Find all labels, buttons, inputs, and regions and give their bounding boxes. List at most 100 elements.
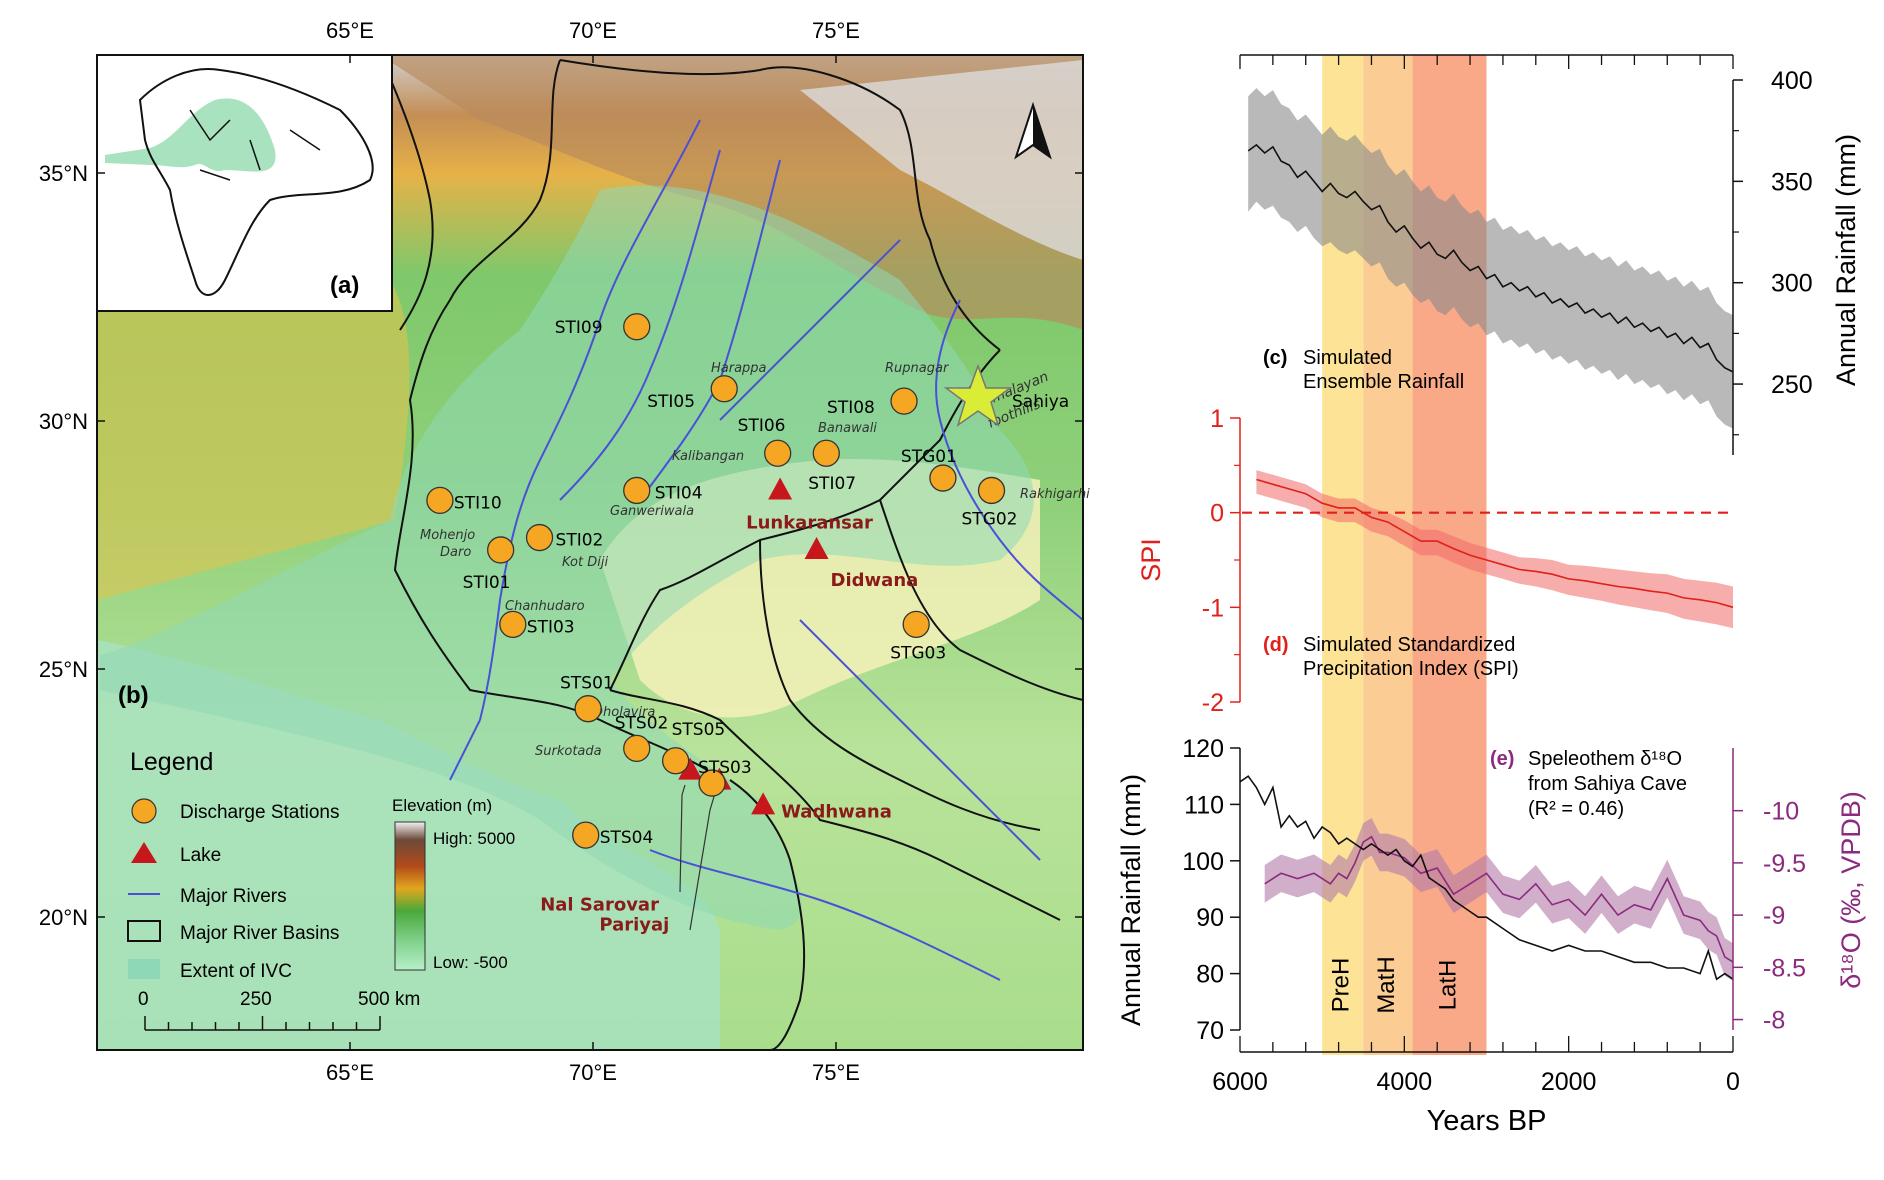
site-mohenjo: Mohenjo bbox=[420, 528, 475, 543]
elevation-title: Elevation (m) bbox=[392, 796, 492, 815]
chart-e-right-ytick-label: -8.5 bbox=[1763, 954, 1806, 982]
station-marker bbox=[623, 734, 651, 763]
station-label: STI01 bbox=[463, 573, 511, 593]
major-rivers bbox=[449, 119, 1083, 981]
chart-e-right-ytick-label: -10 bbox=[1763, 798, 1799, 826]
chart-c-title-line2: Ensemble Rainfall bbox=[1303, 371, 1464, 393]
spi-uncertainty-band bbox=[1256, 470, 1733, 629]
chart-d-title-line1: Simulated Standardized bbox=[1303, 634, 1515, 656]
lon-label-top-0: 65°E bbox=[326, 18, 374, 43]
western-highlands bbox=[97, 267, 410, 600]
chart-e-left-ytick-label: 90 bbox=[1196, 904, 1224, 932]
site-rakhigarhi: Rakhigarhi bbox=[1020, 487, 1090, 502]
station-marker bbox=[572, 821, 600, 849]
site-harappa: Harappa bbox=[711, 361, 767, 376]
star-icon bbox=[943, 363, 1013, 427]
rainfall-line bbox=[1239, 775, 1734, 981]
rainfall-uncertainty-band bbox=[1248, 88, 1733, 429]
lake-marker bbox=[804, 536, 829, 559]
lake-didwana: Didwana bbox=[804, 536, 918, 591]
elevation-colorbar bbox=[394, 821, 426, 971]
site-surkotada: Surkotada bbox=[535, 744, 602, 759]
inset-panel-label: (a) bbox=[330, 272, 359, 299]
lon-label-bottom-2: 75°E bbox=[812, 1060, 860, 1085]
elevation-high-label: High: 5000 bbox=[433, 829, 515, 848]
site-ganweriwala: Ganweriwala bbox=[610, 504, 694, 519]
station-label: STI05 bbox=[647, 392, 695, 412]
map-legend: Legend Discharge Stations Lake Major Riv… bbox=[127, 748, 515, 1031]
chart-d-ylabel: SPI bbox=[1136, 538, 1166, 582]
station-sts04: STS04 bbox=[572, 821, 653, 849]
station-marker bbox=[426, 486, 454, 515]
lake-marker bbox=[768, 477, 793, 500]
time-tick-label: 6000 bbox=[1212, 1068, 1268, 1096]
scale-label-500: 500 km bbox=[358, 989, 420, 1010]
station-stg03: STG03 bbox=[890, 610, 946, 663]
station-sti03: STI03 bbox=[499, 610, 575, 639]
site-banawali: Banawali bbox=[818, 421, 877, 436]
chart-e-title-line2: from Sahiya Cave bbox=[1528, 773, 1687, 795]
map-panel-label: (b) bbox=[118, 682, 149, 709]
site-chanhudaro: Chanhudaro bbox=[505, 599, 585, 614]
chart-c-ytick-label: 300 bbox=[1771, 270, 1813, 298]
station-stg01: STG01 bbox=[901, 447, 957, 492]
legend-item-basins: Major River Basins bbox=[180, 923, 339, 944]
lat-label-3: 20°N bbox=[39, 905, 88, 930]
chart-c-panel-label: (c) bbox=[1263, 347, 1287, 369]
chart-d-title: (d) Simulated Standardized Precipitation… bbox=[1263, 634, 1519, 680]
station-sti06: STI06 bbox=[738, 416, 792, 467]
site-daro: Daro bbox=[440, 545, 471, 560]
chart-e-panel-label: (e) bbox=[1490, 748, 1514, 770]
lakes-layer: Lunkaransar Didwana Wadhwana Nal SarovarPar… bbox=[540, 477, 918, 936]
site-kalibangan: Kalibangan bbox=[672, 449, 744, 464]
chart-c-title: (c) Simulated Ensemble Rainfall bbox=[1263, 347, 1464, 393]
lon-label-bottom-0: 65°E bbox=[326, 1060, 374, 1085]
longitude-ticks: 65°E 65°E 70°E 70°E 75°E 75°E bbox=[326, 18, 860, 1085]
chart-c-rainfall: 250 300 350 400 Annual Rainfall (mm) bbox=[1247, 67, 1861, 455]
legend-item-ivc: Extent of IVC bbox=[180, 961, 292, 982]
chart-d-spi: -2 -1 0 1 SPI bbox=[1136, 405, 1734, 717]
station-sts05: STS05 bbox=[661, 720, 725, 775]
time-axis-label: Years BP bbox=[1427, 1105, 1547, 1137]
station-label: STI02 bbox=[556, 531, 604, 551]
lake-marker bbox=[751, 792, 776, 815]
station-sti08: STI08 bbox=[827, 387, 918, 418]
station-label: STG02 bbox=[962, 509, 1018, 529]
station-marker bbox=[764, 439, 792, 467]
chart-e-left-ytick-label: 80 bbox=[1196, 961, 1224, 989]
chart-d-title-line2: Precipitation Index (SPI) bbox=[1303, 658, 1519, 680]
station-marker bbox=[623, 476, 651, 505]
archaeological-sites: Harappa Rupnagar Banawali Kalibangan Gan… bbox=[420, 361, 1090, 759]
chart-panel: PreH MatH LatH 250 300 350 400 Annual Rainfall… bbox=[1116, 54, 1866, 1137]
station-label: STI04 bbox=[655, 483, 703, 503]
lake-label: Nal Sarovar bbox=[540, 895, 659, 916]
phase-label-lath: LatH bbox=[1435, 960, 1462, 1011]
site-rupnagar: Rupnagar bbox=[885, 361, 950, 376]
lon-label-bottom-1: 70°E bbox=[569, 1060, 617, 1085]
station-marker bbox=[661, 747, 690, 775]
chart-e-left-ytick-label: 100 bbox=[1182, 848, 1224, 876]
station-label: STI10 bbox=[454, 493, 502, 513]
pariyaj-leader bbox=[689, 789, 717, 931]
lake-label: Pariyaj bbox=[599, 915, 669, 936]
scale-label-0: 0 bbox=[138, 989, 149, 1010]
lake-marker bbox=[678, 757, 703, 780]
station-marker bbox=[499, 610, 527, 639]
station-marker bbox=[890, 387, 918, 415]
chart-d-panel-label: (d) bbox=[1263, 634, 1289, 656]
elevation-low-label: Low: -500 bbox=[433, 953, 508, 972]
legend-ivc-icon bbox=[128, 959, 160, 979]
ivc-extent bbox=[100, 185, 1034, 930]
station-sti10: STI10 bbox=[426, 486, 502, 515]
map-frame bbox=[96, 54, 1084, 1051]
inset-frame bbox=[96, 54, 393, 312]
nal-sarovar-leader bbox=[679, 784, 686, 893]
station-sti04: STI04 bbox=[623, 476, 703, 505]
spi-line bbox=[1256, 478, 1734, 609]
station-label: STS02 bbox=[615, 713, 669, 733]
station-marker bbox=[698, 769, 726, 797]
station-label: STI08 bbox=[827, 398, 875, 418]
legend-basin-icon bbox=[127, 920, 161, 942]
station-sts01: STS01 bbox=[560, 674, 614, 723]
